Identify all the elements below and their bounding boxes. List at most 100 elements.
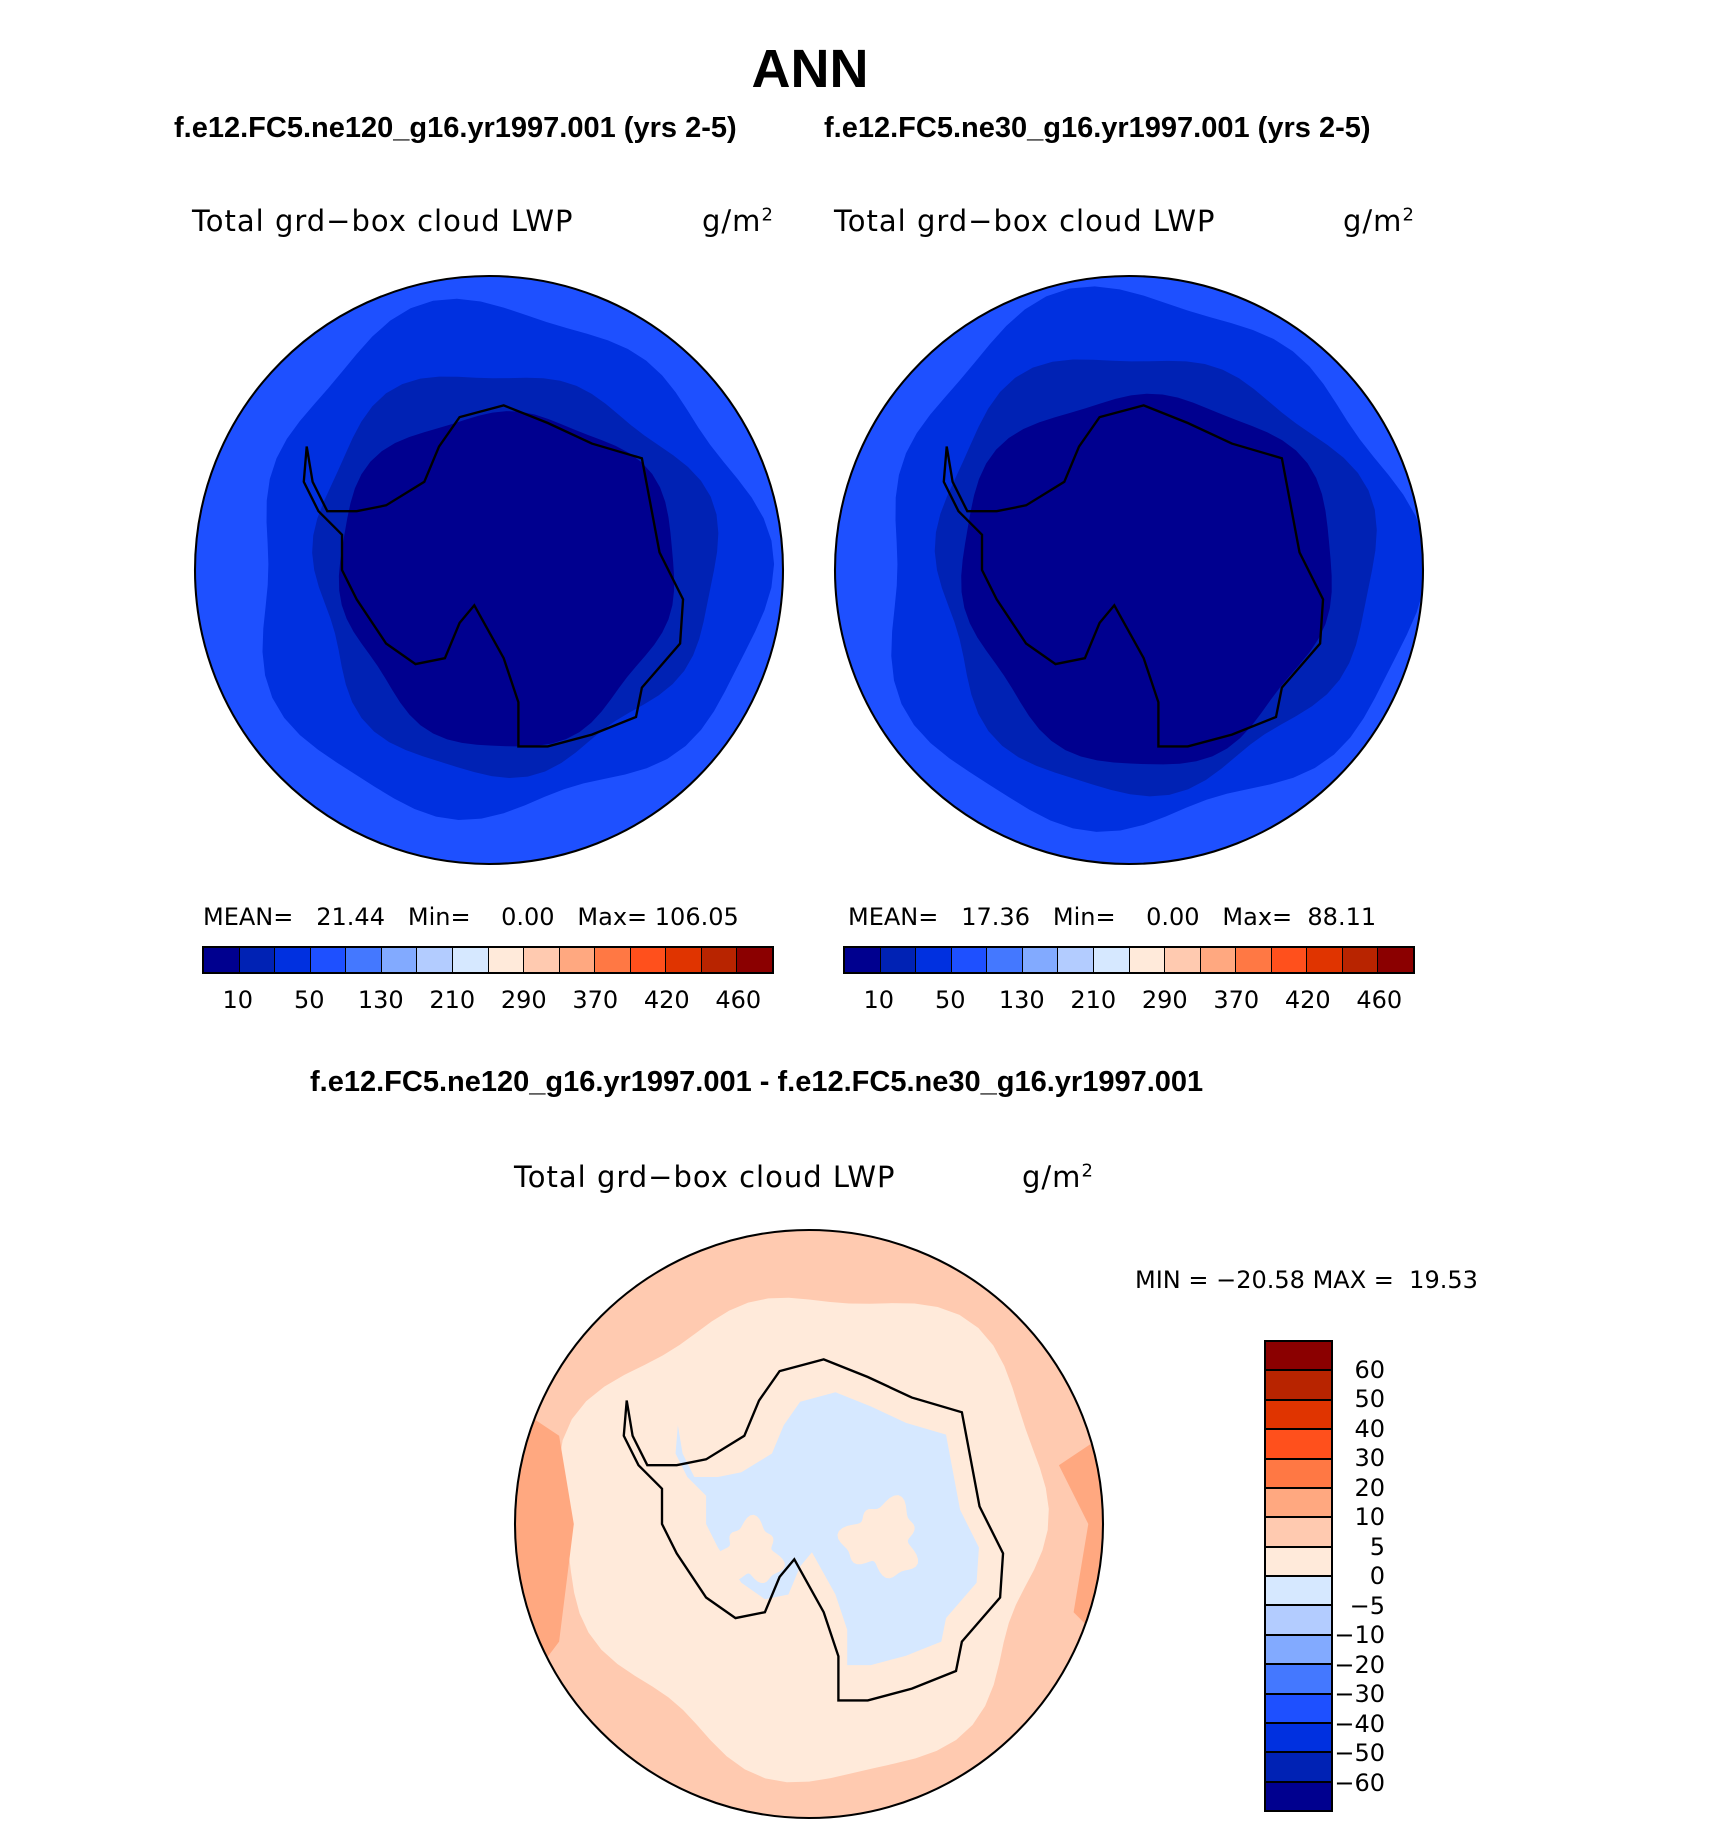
colorbar-tick-label: −20 bbox=[1334, 1650, 1385, 1679]
colorbar-tick-label: 210 bbox=[1070, 986, 1117, 1014]
colorbar-cell bbox=[524, 948, 560, 972]
colorbar-tick-label: 420 bbox=[643, 986, 690, 1014]
colorbar-cell bbox=[559, 948, 596, 972]
antarctica-coastline bbox=[302, 404, 685, 748]
colorbar-cell bbox=[1236, 948, 1272, 972]
contour-band bbox=[961, 393, 1332, 765]
colorbar-cell bbox=[488, 948, 525, 972]
colorbar-tick-label: 50 bbox=[1354, 1385, 1385, 1413]
colorbar-cell bbox=[701, 948, 738, 972]
colorbar-cell bbox=[1266, 1518, 1331, 1548]
panel3-map bbox=[513, 1228, 1105, 1820]
colorbar-cell bbox=[1266, 1547, 1331, 1577]
contour-band bbox=[1058, 1435, 1103, 1642]
colorbar-cell bbox=[1342, 948, 1379, 972]
colorbar-cell bbox=[595, 948, 631, 972]
panel1-colorbar bbox=[202, 946, 774, 974]
panel1-colorbar-labels: 10 50 130 210 290 370 420 460 bbox=[202, 986, 774, 1016]
panel3-colorbar-labels: 60 50 40 30 20 10 5 0 −5 −10 −20 −30 −40 −50 −60 bbox=[1325, 1340, 1405, 1812]
colorbar-cell bbox=[845, 948, 881, 972]
colorbar-cell bbox=[987, 948, 1023, 972]
colorbar-tick-label: 290 bbox=[1141, 986, 1188, 1014]
panel2-variable: Total grd−box cloud LWP bbox=[834, 204, 1216, 238]
colorbar-tick-label: −50 bbox=[1334, 1739, 1385, 1767]
panel3-variable: Total grd−box cloud LWP bbox=[514, 1160, 896, 1194]
panel1-variable: Total grd−box cloud LWP bbox=[192, 204, 574, 238]
colorbar-cell bbox=[1378, 948, 1413, 972]
panel1-units: g/m2 bbox=[702, 204, 774, 238]
colorbar-cell bbox=[1266, 1753, 1331, 1783]
contour-band bbox=[675, 1392, 979, 1666]
colorbar-cell bbox=[1022, 948, 1059, 972]
right-case-title: f.e12.FC5.ne30_g16.yr1997.001 (yrs 2-5) bbox=[824, 112, 1371, 144]
colorbar-tick-label: 460 bbox=[715, 986, 762, 1014]
colorbar-cell bbox=[630, 948, 667, 972]
panel2-units: g/m2 bbox=[1343, 204, 1415, 238]
colorbar-cell bbox=[275, 948, 311, 972]
colorbar-cell bbox=[1266, 1459, 1331, 1489]
colorbar-cell bbox=[1093, 948, 1130, 972]
colorbar-cell bbox=[1266, 1400, 1331, 1431]
colorbar-cell bbox=[346, 948, 382, 972]
panel3-units: g/m2 bbox=[1022, 1160, 1094, 1194]
colorbar-tick-label: 290 bbox=[500, 986, 547, 1014]
contour-band bbox=[837, 1495, 919, 1579]
colorbar-cell bbox=[1266, 1606, 1331, 1636]
colorbar-tick-label: 20 bbox=[1354, 1473, 1385, 1502]
colorbar-cell bbox=[1266, 1342, 1331, 1372]
colorbar-tick-label: −40 bbox=[1334, 1709, 1385, 1738]
colorbar-cell bbox=[1266, 1577, 1331, 1607]
contour-band bbox=[713, 1514, 785, 1583]
colorbar-cell bbox=[737, 948, 772, 972]
colorbar-cell bbox=[1266, 1371, 1331, 1401]
colorbar-cell bbox=[1307, 948, 1343, 972]
colorbar-cell bbox=[1165, 948, 1201, 972]
colorbar-tick-label: −30 bbox=[1334, 1680, 1385, 1708]
antarctica-coastline bbox=[942, 404, 1325, 748]
panel2-stats: MEAN= 17.36 Min= 0.00 Max= 88.11 bbox=[848, 903, 1377, 931]
colorbar-cell bbox=[951, 948, 988, 972]
colorbar-tick-label: 370 bbox=[572, 986, 619, 1014]
colorbar-cell bbox=[1266, 1694, 1331, 1724]
colorbar-cell bbox=[880, 948, 917, 972]
panel2-colorbar bbox=[843, 946, 1415, 974]
panel3-colorbar bbox=[1264, 1340, 1333, 1812]
colorbar-tick-label: 10 bbox=[1354, 1503, 1385, 1531]
colorbar-cell bbox=[1266, 1430, 1331, 1460]
colorbar-cell bbox=[239, 948, 276, 972]
colorbar-cell bbox=[452, 948, 489, 972]
left-case-title: f.e12.FC5.ne120_g16.yr1997.001 (yrs 2-5) bbox=[174, 112, 737, 144]
colorbar-cell bbox=[1200, 948, 1237, 972]
map-border bbox=[193, 274, 785, 866]
colorbar-tick-label: 460 bbox=[1356, 986, 1403, 1014]
colorbar-tick-label: 50 bbox=[293, 986, 325, 1014]
antarctica-coastline bbox=[622, 1358, 1005, 1702]
colorbar-cell bbox=[381, 948, 418, 972]
colorbar-tick-label: 50 bbox=[934, 986, 966, 1014]
colorbar-tick-label: 0 bbox=[1369, 1562, 1385, 1590]
colorbar-tick-label: 30 bbox=[1354, 1444, 1385, 1472]
panel3-stats: MIN = −20.58 MAX = 19.53 bbox=[1135, 1266, 1478, 1294]
colorbar-tick-label: 60 bbox=[1354, 1355, 1385, 1384]
panel1-stats: MEAN= 21.44 Min= 0.00 Max= 106.05 bbox=[203, 903, 739, 931]
colorbar-tick-label: −60 bbox=[1334, 1768, 1385, 1797]
colorbar-cell bbox=[1271, 948, 1308, 972]
colorbar-cell bbox=[310, 948, 347, 972]
colorbar-cell bbox=[1058, 948, 1094, 972]
colorbar-cell bbox=[1266, 1488, 1331, 1519]
colorbar-tick-label: 420 bbox=[1284, 986, 1331, 1014]
colorbar-tick-label: 40 bbox=[1354, 1414, 1385, 1443]
colorbar-cell bbox=[1266, 1665, 1331, 1695]
colorbar-cell bbox=[916, 948, 952, 972]
diff-title: f.e12.FC5.ne120_g16.yr1997.001 - f.e12.F… bbox=[310, 1066, 1204, 1098]
colorbar-tick-label: 10 bbox=[222, 986, 254, 1014]
colorbar-cell bbox=[666, 948, 702, 972]
colorbar-cell bbox=[1266, 1723, 1331, 1754]
map-border bbox=[513, 1228, 1105, 1820]
map-border bbox=[833, 274, 1425, 866]
colorbar-cell bbox=[1266, 1635, 1331, 1666]
colorbar-tick-label: −10 bbox=[1334, 1621, 1385, 1649]
colorbar-cell bbox=[417, 948, 453, 972]
panel1-map bbox=[193, 274, 785, 866]
colorbar-tick-label: 10 bbox=[863, 986, 895, 1014]
